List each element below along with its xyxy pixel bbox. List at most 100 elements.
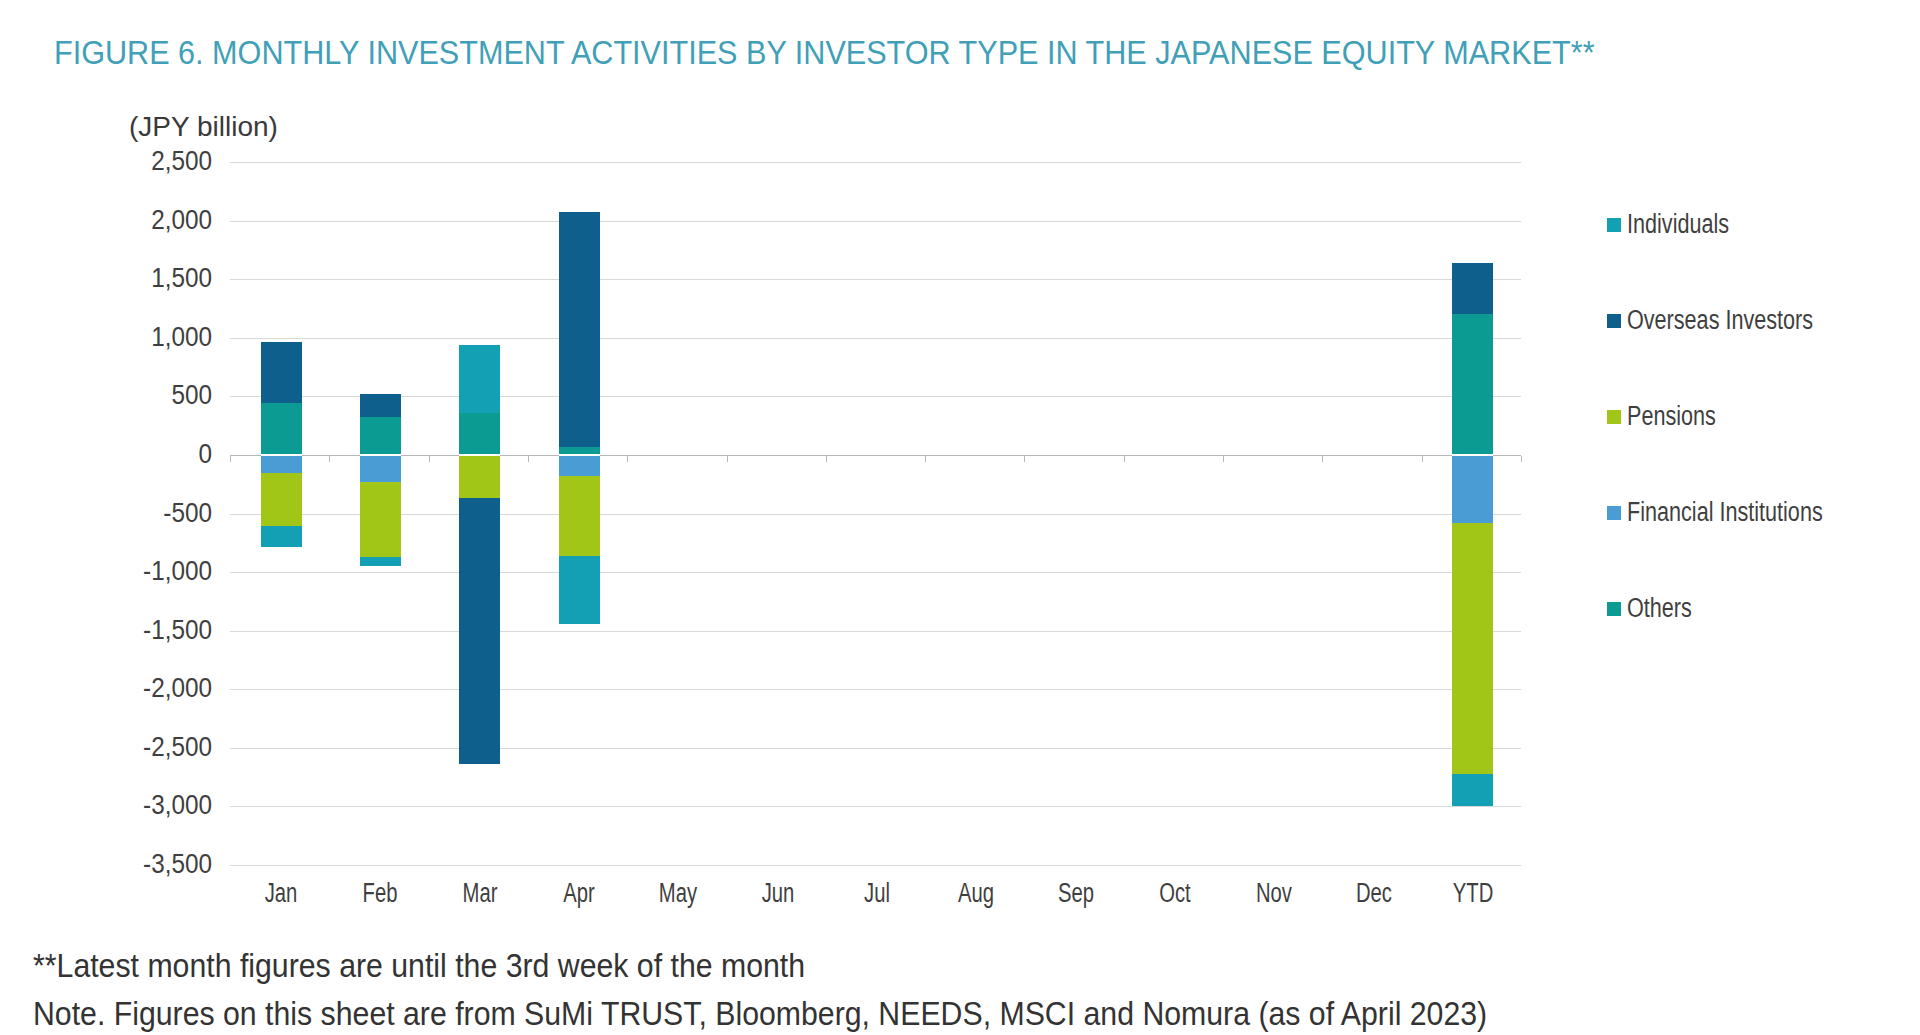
gridline — [230, 162, 1521, 163]
gridline — [230, 221, 1521, 222]
x-axis-label: Apr — [542, 878, 617, 909]
figure-page: FIGURE 6. MONTHLY INVESTMENT ACTIVITIES … — [0, 0, 1920, 1035]
x-axis-label: May — [641, 878, 716, 909]
gridline — [230, 396, 1521, 397]
legend-label: Others — [1627, 593, 1692, 624]
bar-apr-individuals — [559, 556, 600, 625]
bar-feb-overseas-investors — [360, 394, 401, 416]
y-axis-label: -2,000 — [104, 673, 212, 704]
gridline — [230, 865, 1521, 866]
y-axis-label: 500 — [104, 380, 212, 411]
y-axis-label: -3,500 — [104, 849, 212, 880]
legend-swatch — [1607, 314, 1621, 328]
bar-ytd-overseas-investors — [1452, 263, 1493, 314]
legend-swatch — [1607, 602, 1621, 616]
bar-jan-overseas-investors — [261, 342, 302, 402]
x-axis-label: Aug — [939, 878, 1014, 909]
legend-item-individuals: Individuals — [1607, 209, 1755, 240]
bar-jan-others — [261, 403, 302, 455]
category-axis-tick — [1322, 456, 1323, 462]
x-axis-label: Jun — [740, 878, 815, 909]
bar-ytd-pensions — [1452, 523, 1493, 774]
category-axis-tick — [1024, 456, 1025, 462]
footnote-2: Note. Figures on this sheet are from SuM… — [33, 994, 1487, 1033]
category-axis-tick — [329, 456, 330, 462]
bar-mar-others — [459, 413, 500, 455]
category-axis-tick — [727, 456, 728, 462]
category-axis-tick — [429, 456, 430, 462]
category-axis-tick — [925, 456, 926, 462]
x-axis-label: Dec — [1336, 878, 1411, 909]
y-axis-label: 0 — [104, 439, 212, 470]
y-axis-label: 1,000 — [104, 322, 212, 353]
x-axis-label: Oct — [1137, 878, 1212, 909]
bar-feb-others — [360, 417, 401, 455]
x-axis-label: Jan — [244, 878, 319, 909]
category-axis-tick — [1521, 456, 1522, 462]
bar-jan-individuals — [261, 526, 302, 547]
gridline — [230, 631, 1521, 632]
bar-feb-pensions — [360, 482, 401, 557]
y-axis-label: -1,500 — [104, 615, 212, 646]
gridline — [230, 279, 1521, 280]
legend-label: Pensions — [1627, 401, 1716, 432]
category-axis-tick — [528, 456, 529, 462]
y-axis-label: -3,000 — [104, 790, 212, 821]
bar-jan-financial-institutions — [261, 455, 302, 473]
legend-item-pensions: Pensions — [1607, 401, 1738, 432]
y-axis-label: 2,500 — [104, 146, 212, 177]
zero-axis-line — [230, 455, 1521, 456]
legend-swatch — [1607, 410, 1621, 424]
bar-jan-pensions — [261, 473, 302, 526]
gridline — [230, 514, 1521, 515]
category-axis-tick — [1124, 456, 1125, 462]
x-axis-label: Feb — [343, 878, 418, 909]
gridline — [230, 806, 1521, 807]
legend-label: Financial Institutions — [1627, 497, 1823, 528]
bar-mar-pensions — [459, 455, 500, 498]
bar-apr-pensions — [559, 476, 600, 556]
gridline — [230, 338, 1521, 339]
legend-label: Overseas Investors — [1627, 305, 1813, 336]
legend-item-financial-institutions: Financial Institutions — [1607, 497, 1872, 528]
gridline — [230, 572, 1521, 573]
x-axis-label: Mar — [442, 878, 517, 909]
bar-apr-overseas-investors — [559, 212, 600, 447]
gridline — [230, 748, 1521, 749]
axis-unit-label: (JPY billion) — [129, 111, 278, 143]
gridline — [230, 689, 1521, 690]
y-axis-label: 1,500 — [104, 263, 212, 294]
category-axis-tick — [230, 456, 231, 462]
y-axis-label: -1,000 — [104, 556, 212, 587]
y-axis-label: -500 — [104, 498, 212, 529]
legend-swatch — [1607, 218, 1621, 232]
legend-label: Individuals — [1627, 209, 1729, 240]
legend-swatch — [1607, 506, 1621, 520]
legend-item-overseas-investors: Overseas Investors — [1607, 305, 1860, 336]
bar-ytd-individuals — [1452, 774, 1493, 806]
x-axis-label: Jul — [840, 878, 915, 909]
bar-ytd-others — [1452, 314, 1493, 455]
bar-mar-individuals — [459, 345, 500, 413]
zero-gap — [559, 454, 600, 457]
bar-feb-individuals — [360, 557, 401, 565]
y-axis-label: 2,000 — [104, 205, 212, 236]
category-axis-tick — [627, 456, 628, 462]
bar-mar-overseas-investors — [459, 498, 500, 764]
x-axis-label: Nov — [1237, 878, 1312, 909]
category-axis-tick — [826, 456, 827, 462]
bar-feb-financial-institutions — [360, 455, 401, 482]
x-axis-label: Sep — [1038, 878, 1113, 909]
category-axis-tick — [1422, 456, 1423, 462]
category-axis-tick — [1223, 456, 1224, 462]
bar-ytd-financial-institutions — [1452, 455, 1493, 523]
zero-gap — [459, 454, 500, 457]
zero-gap — [1452, 454, 1493, 457]
bar-apr-financial-institutions — [559, 455, 600, 476]
zero-gap — [261, 454, 302, 457]
zero-gap — [360, 454, 401, 457]
y-axis-label: -2,500 — [104, 732, 212, 763]
footnote-1: **Latest month figures are until the 3rd… — [33, 946, 805, 985]
legend-item-others: Others — [1607, 593, 1708, 624]
x-axis-label: YTD — [1435, 878, 1510, 909]
